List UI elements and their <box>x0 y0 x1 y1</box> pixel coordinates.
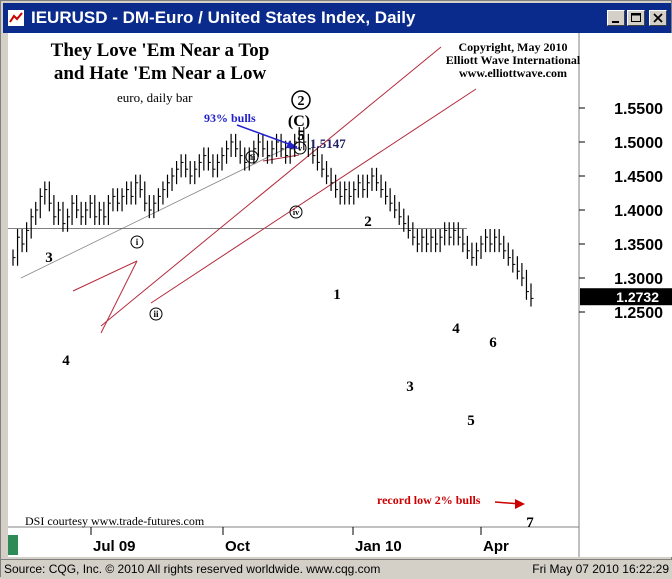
chart-area: 1.5500 1.5000 1.4500 1.4000 1.3500 1.3000 1.25… <box>1 33 672 557</box>
y-tick-label: 1.3000 <box>614 271 663 288</box>
wave-roman-iii-ring <box>245 150 259 164</box>
wave-label-C: (C) <box>288 113 310 130</box>
dsi-credit: DSI courtesy www.trade-futures.com <box>25 514 205 528</box>
scroll-thumb-left[interactable] <box>8 535 18 555</box>
wave-label-roman-iv: iv <box>293 208 299 217</box>
price-axis: 1.5500 1.5000 1.4500 1.4000 1.3500 1.3000 1.25… <box>579 101 663 322</box>
title-bar[interactable]: IEURUSD - DM-Euro / United States Index,… <box>3 3 671 33</box>
price-chart: 1.5500 1.5000 1.4500 1.4000 1.3500 1.3000 1.25… <box>8 33 672 557</box>
wave-label-roman-v: v <box>298 144 302 153</box>
wave-trend-left <box>72 260 138 292</box>
wave-label-3: 3 <box>406 379 414 395</box>
x-tick-label: Apr <box>483 538 509 555</box>
price-bars <box>12 127 534 307</box>
upper-trendline <box>20 140 302 279</box>
time-axis: Jul 09 Oct Jan 10 Apr <box>90 527 509 555</box>
last-price-label: 1.2732 <box>616 289 659 305</box>
copyright-line1: Copyright, May 2010 <box>459 40 568 54</box>
y-tick-label: 1.5500 <box>614 101 663 118</box>
peak-price-label: 1.5147 <box>310 136 346 151</box>
y-tick-label: 1.5000 <box>614 135 663 152</box>
copyright-line2: Elliott Wave International <box>446 53 581 67</box>
wave-label-6: 6 <box>489 335 497 351</box>
record-low-arrowhead <box>515 499 525 509</box>
wave-roman-ii-ring <box>149 307 163 321</box>
wave-trend-left-lower <box>100 260 138 334</box>
headline-line1: They Love 'Em Near a Top <box>51 40 270 61</box>
trend-channels <box>8 46 477 334</box>
wave-label-4: 4 <box>452 321 460 337</box>
wave-label-2: 2 <box>364 214 372 230</box>
wave-roman-v-ring <box>293 141 307 155</box>
maximize-icon <box>631 13 641 22</box>
channel-line-lower <box>150 88 477 304</box>
wave-label-7: 7 <box>526 515 534 531</box>
minimize-button[interactable] <box>607 10 625 26</box>
bulls-top-label: 93% bulls <box>204 111 256 125</box>
x-tick-label: Jan 10 <box>355 538 402 555</box>
time-axis-background <box>8 527 579 557</box>
bulls-top-arrowhead <box>286 141 299 149</box>
bulls-top-arrow-line <box>236 124 298 148</box>
y-tick-label: 1.4500 <box>614 169 663 186</box>
wave-label-5-top: 5 <box>297 128 305 144</box>
close-button[interactable] <box>649 10 667 26</box>
close-icon <box>653 13 663 23</box>
x-tick-label: Oct <box>225 538 250 555</box>
status-source: Source: CQG, Inc. © 2010 All rights rese… <box>4 562 381 576</box>
wave-label-5: 5 <box>467 413 475 429</box>
maximize-button[interactable] <box>627 10 645 26</box>
chart-subtitle: euro, daily bar <box>117 90 193 105</box>
wave-label-1: 1 <box>333 287 341 303</box>
wave-trend-top <box>262 154 300 162</box>
chart-line-icon <box>8 10 24 26</box>
y-tick-label: 1.3500 <box>614 237 663 254</box>
status-timestamp: Fri May 07 2010 16:22:29 <box>532 562 669 576</box>
record-low-label: record low 2% bulls <box>377 493 481 507</box>
wave-roman-iv-ring <box>289 205 303 219</box>
y-tick-label: 1.4000 <box>614 203 663 220</box>
wave-label-roman-iii: iii <box>249 153 256 162</box>
wave-label-4-left: 4 <box>62 353 70 369</box>
window-title: IEURUSD - DM-Euro / United States Index,… <box>31 8 416 27</box>
wave-label-3-left: 3 <box>45 250 53 266</box>
y-tick-label: 1.2500 <box>614 305 663 322</box>
plot-background <box>8 33 579 527</box>
wave-label-circled-2: 2 <box>298 94 305 109</box>
wave-label-roman-i: i <box>136 237 139 247</box>
channel-line-upper <box>100 46 442 327</box>
wave-circle-2-ring <box>291 90 311 110</box>
wave-label-roman-ii: ii <box>153 309 159 319</box>
minimize-icon <box>612 21 619 23</box>
wave-roman-i-ring <box>130 235 144 249</box>
copyright-line3: www.elliottwave.com <box>459 66 567 80</box>
x-tick-label: Jul 09 <box>93 538 136 555</box>
last-price-box <box>580 288 672 306</box>
status-bar: Source: CQG, Inc. © 2010 All rights rese… <box>1 559 672 579</box>
headline-line2: and Hate 'Em Near a Low <box>54 63 267 84</box>
